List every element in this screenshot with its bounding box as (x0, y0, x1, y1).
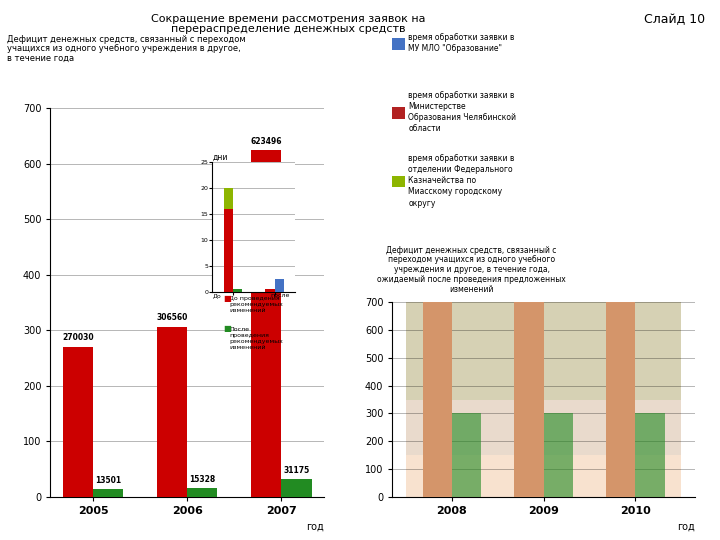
Text: ■: ■ (223, 294, 231, 303)
Bar (406, 302, 681, 455)
Text: ожидаемый после проведения предложенных: ожидаемый после проведения предложенных (377, 275, 566, 284)
Text: Слайд 10: Слайд 10 (644, 14, 706, 26)
Text: время обработки заявки в
Министерстве
Образования Челябинской
области: время обработки заявки в Министерстве Об… (408, 91, 516, 133)
Text: перераспределение денежных средств: перераспределение денежных средств (171, 24, 405, 35)
Text: До: До (213, 293, 222, 298)
Text: 306560: 306560 (156, 313, 188, 322)
Text: Дефицит денежных средств, связанный с переходом: Дефицит денежных средств, связанный с пе… (7, 35, 246, 44)
Text: дни: дни (212, 153, 228, 162)
Text: 13501: 13501 (95, 476, 121, 485)
Text: ■: ■ (223, 324, 231, 333)
Bar (93, 489, 123, 497)
Bar (63, 347, 93, 497)
Text: переходом учащихся из одного учебного: переходом учащихся из одного учебного (388, 255, 555, 265)
Text: 623496: 623496 (251, 137, 282, 146)
Bar (423, 0, 452, 497)
Bar (233, 289, 242, 292)
Bar (452, 414, 481, 497)
Text: Дефицит денежных средств, связанный с: Дефицит денежных средств, связанный с (387, 246, 557, 255)
Text: учреждения и другое, в течение года,: учреждения и другое, в течение года, (394, 265, 549, 274)
Text: время обработки заявки в
МУ МЛО "Образование": время обработки заявки в МУ МЛО "Образов… (408, 33, 515, 53)
Text: 270030: 270030 (62, 333, 94, 342)
Bar (224, 188, 233, 208)
Text: изменений: изменений (449, 285, 494, 294)
Bar (274, 279, 284, 292)
Text: после: после (271, 293, 289, 298)
Bar (224, 208, 233, 292)
X-axis label: год: год (306, 522, 324, 531)
Bar (251, 151, 282, 497)
Bar (406, 302, 681, 400)
Bar (514, 0, 544, 497)
Text: в течение года: в течение года (7, 53, 74, 63)
Text: Сокращение времени рассмотрения заявок на: Сокращение времени рассмотрения заявок н… (150, 14, 426, 24)
Bar (544, 414, 573, 497)
Bar (157, 327, 187, 497)
Text: До проведения
рекомендуемых
изменений: До проведения рекомендуемых изменений (229, 296, 283, 313)
Text: учащихся из одного учебного учреждения в другое,: учащихся из одного учебного учреждения в… (7, 44, 241, 53)
Bar (282, 480, 312, 497)
Text: После
проведения
рекомендуемых
изменений: После проведения рекомендуемых изменений (229, 327, 283, 350)
Text: 15328: 15328 (189, 475, 215, 484)
X-axis label: год: год (677, 522, 695, 531)
Bar (606, 0, 635, 497)
Bar (266, 289, 274, 292)
Text: время обработки заявки в
отделении Федерального
Казначейства по
Миасскому городс: время обработки заявки в отделении Федер… (408, 154, 515, 207)
Bar (635, 414, 665, 497)
Bar (187, 488, 217, 497)
Text: 31175: 31175 (284, 466, 310, 475)
